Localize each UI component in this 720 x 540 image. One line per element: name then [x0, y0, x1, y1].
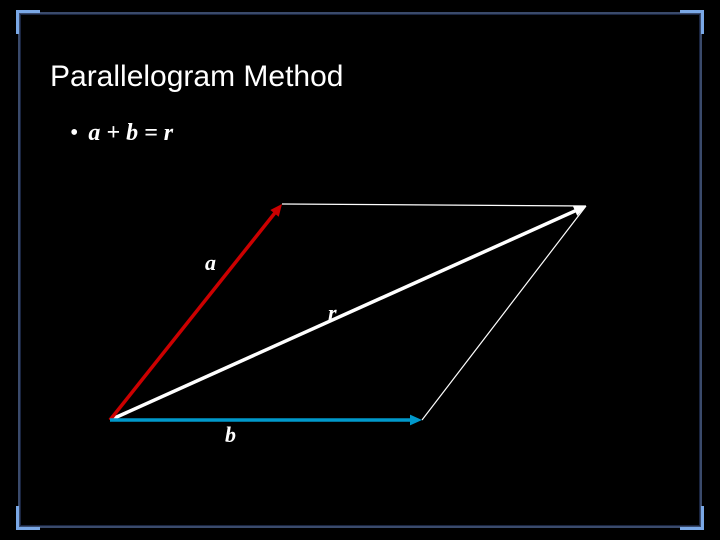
vector-svg: a r b — [50, 180, 610, 460]
vector-diagram: a r b — [50, 180, 610, 460]
frame-corner-bl — [16, 506, 40, 530]
equation-line: • a + b = r — [70, 120, 173, 147]
vector-label-a: a — [205, 250, 216, 275]
vector-label-b: b — [225, 422, 236, 447]
bullet-icon: • — [70, 120, 78, 146]
frame-corner-br — [680, 506, 704, 530]
frame-corner-tl — [16, 10, 40, 34]
equation-text: a + b = r — [88, 120, 173, 146]
slide-title: Parallelogram Method — [50, 60, 343, 94]
frame-corner-tr — [680, 10, 704, 34]
vector-label-r: r — [328, 300, 337, 325]
